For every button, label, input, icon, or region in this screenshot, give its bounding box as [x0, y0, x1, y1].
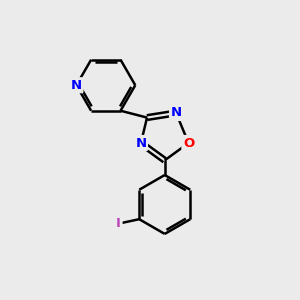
Text: I: I	[116, 217, 121, 230]
Text: N: N	[135, 136, 146, 149]
Text: O: O	[183, 136, 194, 149]
Text: N: N	[71, 79, 82, 92]
Text: N: N	[170, 106, 182, 119]
